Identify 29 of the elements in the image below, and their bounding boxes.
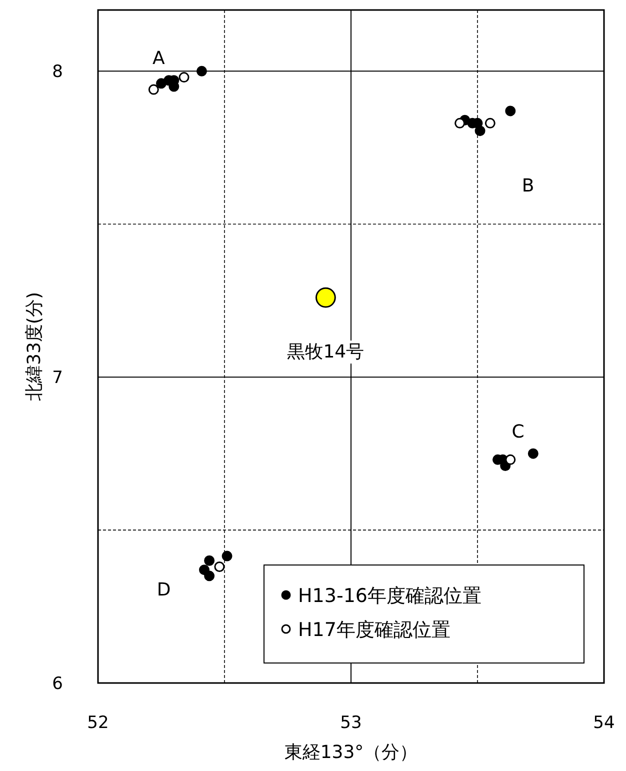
- point: [148, 84, 159, 95]
- y-tick-label: 7: [52, 368, 63, 388]
- y-axis-title: 北緯33度(分): [24, 292, 45, 401]
- x-tick-label: 54: [593, 713, 615, 733]
- legend-label: H17年度確認位置: [298, 619, 450, 641]
- y-tick-label: 6: [52, 674, 63, 694]
- point: [204, 570, 215, 582]
- point: [204, 555, 215, 566]
- point: [454, 118, 466, 128]
- annotation: 黒牧14号: [287, 342, 364, 363]
- point: [505, 106, 516, 116]
- annotation: B: [522, 176, 534, 197]
- point: [214, 562, 225, 572]
- legend-label: H13-16年度確認位置: [298, 585, 482, 607]
- x-tick-label: 52: [87, 713, 109, 733]
- point: [505, 454, 516, 465]
- annotation: A: [152, 48, 166, 69]
- point: [484, 118, 496, 128]
- y-tick-label: 8: [52, 62, 63, 82]
- x-axis-title: 東経133°（分）: [284, 742, 418, 763]
- point: [474, 126, 486, 136]
- annotation: C: [512, 421, 524, 442]
- point: [222, 550, 232, 562]
- point: [316, 287, 336, 308]
- point: [528, 448, 538, 459]
- x-tick-label: 53: [340, 713, 362, 733]
- point: [178, 72, 190, 83]
- point: [196, 66, 207, 76]
- annotation: D: [156, 580, 171, 601]
